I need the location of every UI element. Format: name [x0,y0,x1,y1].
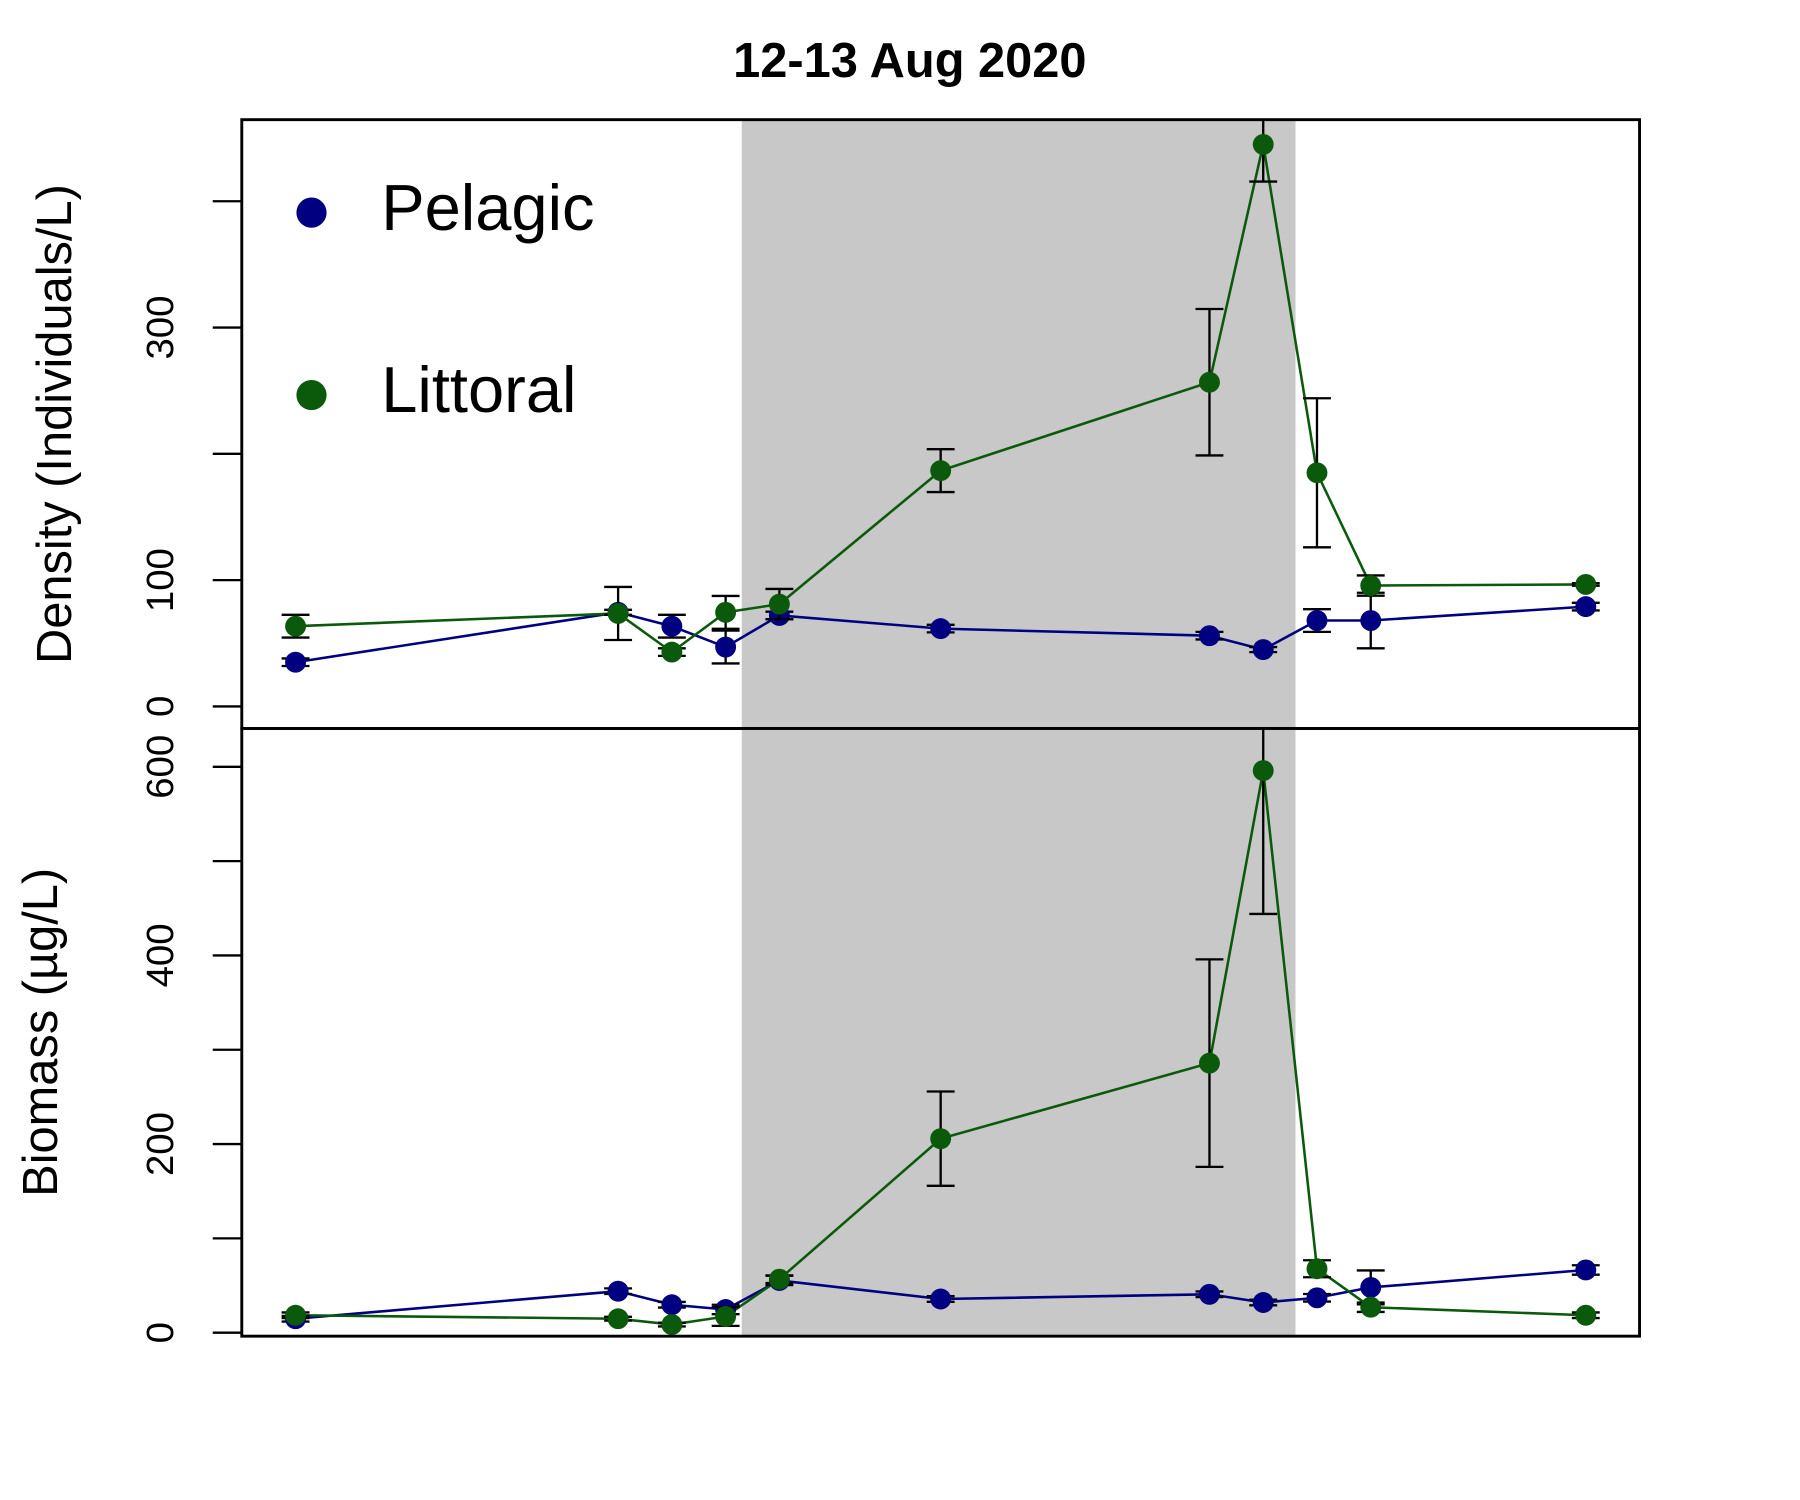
data-point [285,615,307,637]
data-point [1360,1296,1382,1318]
data-point [661,1314,683,1336]
y-tick-label: 100 [139,548,182,612]
data-point [1199,1283,1220,1305]
data-point [930,1288,952,1310]
data-point [768,1268,790,1290]
legend-marker [296,379,327,411]
data-point [1199,1052,1220,1074]
data-point [1252,760,1274,782]
data-point [607,1308,629,1330]
data-point [1575,573,1597,595]
y-tick-label: 300 [139,296,182,360]
y-tick-label: 600 [139,735,182,799]
y-axis-title: Density (Individuals/L) [28,184,82,664]
data-point [1199,625,1220,647]
data-point [661,641,683,663]
y-tick-label: 400 [139,923,182,987]
data-point [1306,1258,1328,1280]
legend-label: Littoral [381,353,576,426]
data-point [285,651,307,673]
plot-area [281,119,1600,673]
y-tick-label: 0 [139,696,182,717]
data-point [661,615,683,637]
data-point [607,1280,629,1302]
data-point [1360,610,1382,631]
data-point [1575,596,1597,618]
night-shade [741,119,1296,729]
data-point [768,593,790,615]
data-point [1575,1304,1597,1326]
y-axis-title: Biomass (µg/L) [14,868,68,1197]
y-tick-label: 0 [139,1322,182,1343]
data-point [1252,639,1274,661]
chart-title: 12-13 Aug 2020 [733,34,1086,88]
data-point [930,618,952,640]
legend-marker [296,197,327,228]
data-point [715,636,737,658]
data-point [715,601,737,623]
plot-area [281,728,1600,1336]
data-point [1360,1276,1382,1298]
data-point [715,1306,737,1327]
data-point [607,603,629,624]
data-point [1252,1292,1274,1313]
data-point [1575,1259,1597,1281]
y-tick-label: 200 [139,1112,182,1176]
data-point [1306,1287,1328,1309]
data-point [930,460,952,482]
data-point [285,1304,307,1326]
night-shade [741,728,1296,1337]
data-point [930,1128,952,1150]
data-point [1306,462,1328,484]
data-point [1199,371,1220,393]
data-point [1306,610,1328,631]
data-point [661,1294,683,1316]
data-point [1360,575,1382,597]
legend-label: Pelagic [381,171,594,244]
data-point [1252,133,1274,155]
plot-frame [240,727,1641,1338]
